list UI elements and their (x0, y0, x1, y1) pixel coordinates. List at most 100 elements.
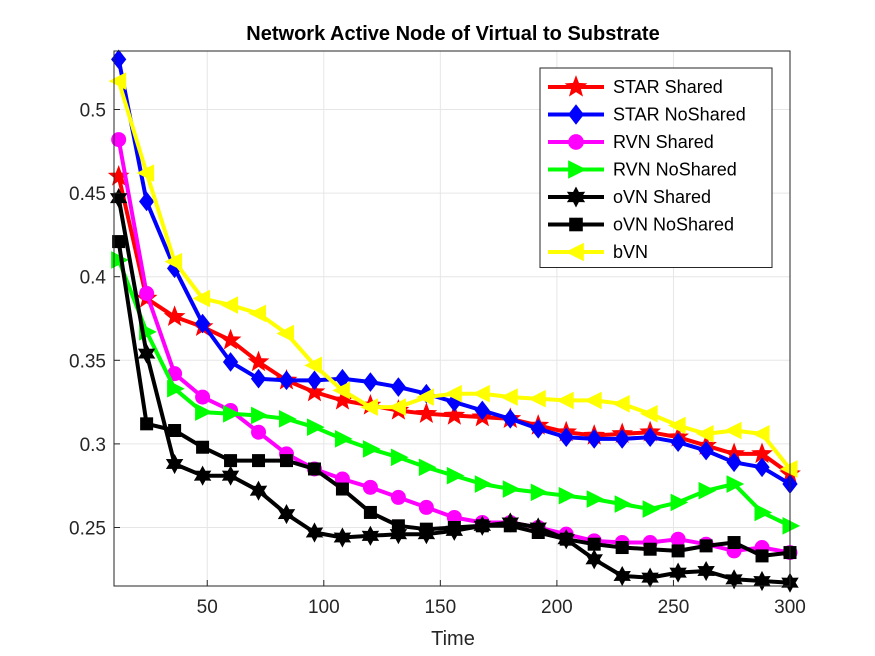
data-point-diamond (614, 429, 630, 449)
y-tick-label: 0.45 (69, 184, 106, 205)
data-point-diamond (642, 427, 658, 448)
data-point-circle (418, 499, 434, 515)
x-tick-label: 150 (424, 597, 456, 618)
data-point-triangle-left (584, 391, 602, 410)
data-point-triangle-right (698, 481, 717, 500)
data-point-triangle-right (670, 493, 689, 512)
data-point-square (503, 519, 517, 533)
tick-marks (114, 109, 791, 586)
legend-label: STAR NoShared (613, 105, 746, 125)
data-point-hexagram (753, 570, 771, 592)
legend-label: oVN NoShared (613, 215, 734, 235)
data-point-circle (670, 531, 686, 547)
y-tick-label: 0.25 (69, 518, 106, 539)
data-point-circle (390, 489, 406, 505)
data-point-hexagram (165, 453, 184, 475)
data-point-hexagram (277, 504, 296, 525)
data-point-triangle-right (726, 475, 745, 493)
data-point-diamond (306, 370, 323, 391)
data-point-triangle-right (418, 458, 437, 477)
data-point-square (112, 235, 126, 249)
data-point-square (727, 536, 741, 550)
data-point-square (643, 542, 657, 556)
data-point-triangle-left (304, 356, 322, 375)
legend: STAR Shared STAR NoShared RVN Shared RVN No… (539, 67, 773, 268)
data-point-triangle-right (362, 440, 381, 458)
data-point-triangle-left (220, 296, 239, 314)
data-point-triangle-right (223, 404, 241, 423)
data-point-triangle-left (528, 389, 546, 408)
data-point-hexagram (389, 524, 408, 545)
legend-entry: STAR NoShared (548, 104, 746, 125)
data-point-triangle-right (390, 448, 409, 467)
chart-title: Network Active Node of Virtual to Substr… (246, 23, 659, 45)
data-point-square (569, 217, 583, 232)
data-point-diamond (670, 432, 686, 453)
data-point-triangle-right (502, 480, 521, 498)
data-point-hexagram (566, 186, 586, 208)
data-point-triangle-left (388, 398, 406, 416)
data-point-hexagram (361, 525, 380, 546)
x-tick-label: 300 (774, 597, 806, 618)
data-point-diamond (194, 313, 211, 334)
data-point-star (219, 328, 242, 350)
data-point-diamond (586, 429, 602, 449)
x-tick-label: 250 (658, 597, 690, 618)
data-point-triangle-left (695, 425, 714, 443)
data-point-diamond (754, 457, 770, 478)
y-tick-label: 0.5 (80, 101, 106, 122)
data-point-triangle-left (751, 425, 770, 443)
data-point-diamond (362, 372, 379, 392)
data-point-triangle-right (334, 430, 353, 448)
data-point-square (307, 462, 321, 476)
data-point-hexagram (641, 567, 659, 588)
data-point-hexagram (249, 480, 268, 501)
data-point-square (755, 549, 769, 563)
legend-label: RVN Shared (613, 132, 714, 152)
data-point-square (363, 505, 377, 519)
data-point-triangle-left (192, 289, 211, 308)
data-point-square (615, 541, 629, 555)
data-point-triangle-right (782, 517, 801, 535)
data-point-hexagram (333, 527, 352, 548)
data-point-square (559, 532, 573, 546)
legend-entry: bVN (548, 242, 648, 262)
data-point-triangle-right (474, 475, 493, 493)
data-point-diamond (222, 352, 239, 372)
data-point-hexagram (109, 188, 128, 209)
data-point-star (564, 75, 588, 97)
data-point-triangle-left (556, 391, 574, 410)
data-point-star (303, 380, 326, 402)
x-tick-label: 100 (308, 597, 340, 618)
data-point-diamond (139, 191, 155, 212)
data-point-diamond (250, 368, 267, 389)
data-point-triangle-right (306, 418, 325, 436)
data-point-hexagram (697, 560, 715, 582)
data-point-diamond (568, 104, 584, 125)
data-point-diamond (698, 440, 714, 461)
data-point-diamond (278, 370, 295, 391)
data-point-circle (568, 134, 584, 150)
legend-entry: oVN Shared (548, 186, 711, 208)
data-point-triangle-left (565, 242, 584, 262)
data-point-triangle-right (530, 483, 549, 502)
data-point-square (279, 454, 293, 468)
x-axis-label: Time (431, 628, 475, 650)
data-point-triangle-left (108, 72, 127, 90)
data-point-square (531, 526, 545, 539)
series-bvn (108, 72, 798, 478)
data-point-hexagram (305, 522, 324, 543)
data-point-square (671, 544, 685, 558)
data-point-triangle-right (167, 379, 185, 398)
data-point-triangle-left (472, 384, 490, 403)
data-point-square (140, 417, 154, 431)
legend-entry: oVN NoShared (548, 215, 734, 235)
data-point-triangle-right (558, 486, 577, 505)
data-point-square (224, 454, 238, 468)
data-point-triangle-right (586, 490, 605, 508)
data-point-star (247, 350, 270, 372)
data-point-triangle-left (416, 388, 434, 406)
data-point-star (415, 402, 438, 424)
data-point-square (335, 482, 349, 496)
